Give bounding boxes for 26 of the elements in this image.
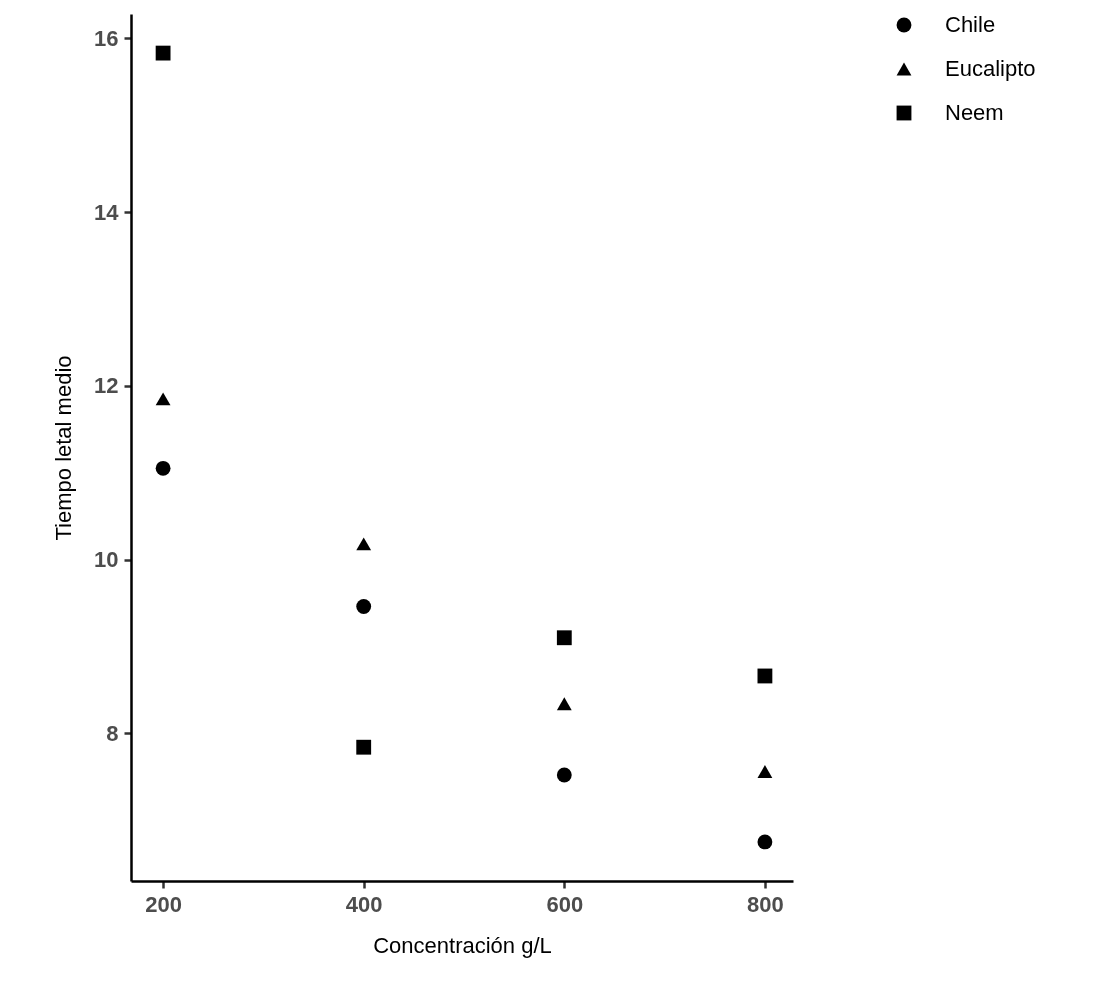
point	[757, 668, 773, 684]
y-tick-label: 8	[106, 720, 119, 746]
point	[556, 767, 572, 783]
point	[155, 392, 171, 406]
point	[356, 739, 372, 755]
legend-label: Eucalipto	[945, 56, 1036, 81]
x-tick-label: 400	[345, 891, 383, 917]
point	[556, 697, 572, 711]
y-axis-title: Tiempo letal medio	[51, 355, 77, 541]
x-axis-title: Concentración g/L	[373, 932, 552, 958]
x-tick-label: 200	[145, 891, 182, 917]
x-tick-label: 600	[546, 891, 584, 917]
point	[155, 45, 171, 61]
point	[757, 834, 773, 850]
y-tick-label: 14	[94, 199, 120, 225]
point	[356, 599, 372, 614]
point	[356, 537, 372, 551]
x-tick-label: 800	[747, 891, 784, 917]
y-tick-label: 10	[94, 547, 119, 573]
point	[556, 630, 572, 646]
point	[155, 460, 171, 476]
y-tick-label: 16	[94, 25, 119, 51]
legend-label: Neem	[945, 100, 1004, 125]
y-tick-label: 12	[94, 373, 119, 399]
point	[757, 765, 773, 778]
legend-label: Chile	[945, 12, 996, 37]
